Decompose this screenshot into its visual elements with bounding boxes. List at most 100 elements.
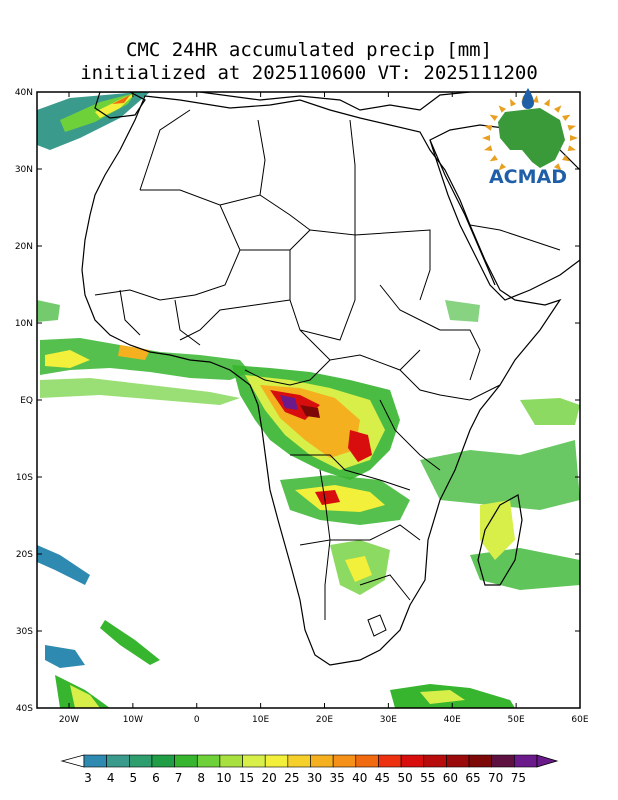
precip-area [445, 300, 480, 322]
lon-tick-label: 20E [316, 715, 333, 725]
colorbar-swatch [174, 754, 198, 768]
europe-coastline [199, 92, 471, 111]
colorbar-swatch [287, 754, 311, 768]
sun-ray [498, 163, 507, 171]
lon-tick-label: 20W [59, 715, 79, 725]
precip-area [112, 95, 130, 104]
country-borders [94, 109, 561, 637]
lat-tick-label: 20N [15, 242, 33, 252]
precip-area [345, 556, 372, 582]
colorbar-swatch [468, 754, 492, 768]
colorbar-label: 10 [216, 771, 231, 785]
precip-area [315, 490, 340, 505]
precip-area [420, 690, 465, 704]
lat-tick-label: 30S [16, 627, 33, 637]
lat-tick-label: 30N [15, 165, 33, 175]
colorbar-swatch [264, 754, 289, 768]
longitude-axis: 20W 10W 0 10E 20E 30E 40E 50E 60E [59, 92, 589, 725]
colorbar-label: 4 [107, 771, 115, 785]
colorbar-label: 3 [84, 771, 92, 785]
sun-ray [562, 114, 571, 122]
precip-area [348, 430, 372, 462]
colorbar-swatch [491, 754, 515, 768]
lat-tick-label: 10S [16, 473, 33, 483]
sun-ray [567, 145, 577, 152]
colorbar-label: 40 [352, 771, 367, 785]
sun-ray [562, 154, 571, 162]
sun-ray [483, 124, 493, 131]
colorbar-label: 45 [375, 771, 390, 785]
colorbar-swatch [355, 754, 379, 768]
precip-area [37, 300, 60, 322]
colorbar-label: 5 [129, 771, 137, 785]
precip-area [470, 548, 580, 590]
lat-tick-label: EQ [20, 396, 33, 406]
lat-tick-label: 40S [16, 704, 33, 714]
sun-ray [489, 154, 498, 162]
lat-tick-label: 20S [16, 550, 33, 560]
colorbar-label: 75 [511, 771, 526, 785]
colorbar-label: 15 [239, 771, 254, 785]
lon-tick-label: 10W [123, 715, 143, 725]
colorbar-swatch [446, 754, 470, 768]
map-title-line-1: CMC 24HR accumulated precip [mm] [125, 39, 493, 61]
lon-tick-label: 50E [508, 715, 525, 725]
precip-area [45, 645, 85, 668]
colorbar-label: 6 [152, 771, 160, 785]
sun-ray [553, 105, 562, 113]
colorbar-swatch [106, 754, 130, 768]
colorbar-label: 35 [330, 771, 345, 785]
colorbar-swatch [83, 754, 107, 768]
precip-area [37, 545, 90, 585]
iberia-coastline [94, 92, 146, 119]
lat-tick-label: 10N [15, 319, 33, 329]
sun-ray [510, 98, 517, 107]
lon-tick-label: 60E [571, 715, 588, 725]
lon-tick-label: 40E [444, 715, 461, 725]
sun-ray [498, 105, 507, 113]
colorbar-label: 65 [465, 771, 480, 785]
sun-ray [482, 135, 490, 141]
precip-area [70, 685, 100, 708]
colorbar-swatch [196, 754, 221, 768]
colorbar-label: 20 [262, 771, 277, 785]
colorbar-swatch [332, 754, 357, 768]
colorbar-under-triangle [60, 754, 85, 768]
colorbar-label: 7 [175, 771, 183, 785]
logo-text: ACMAD [489, 166, 567, 188]
red-sea-line [429, 139, 496, 286]
colorbar-swatch [400, 754, 425, 768]
colorbar-swatch [423, 754, 447, 768]
lon-tick-label: 0 [194, 715, 200, 725]
sun-ray [553, 163, 562, 171]
colorbar-swatch [219, 754, 243, 768]
lat-tick-label: 40N [15, 88, 33, 98]
precip-layer [37, 92, 580, 708]
sun-ray [532, 95, 539, 103]
sun-ray [489, 114, 498, 122]
map-title-line-2: initialized at 2025110600 VT: 2025111200 [80, 62, 538, 84]
sun-ray [543, 98, 550, 107]
colorbar-label: 30 [307, 771, 322, 785]
colorbar-over-triangle [536, 754, 559, 768]
precip-area [480, 500, 515, 560]
madagascar-coastline [477, 494, 523, 586]
precip-area [520, 398, 580, 425]
precip-area [45, 350, 90, 368]
colorbar-label: 55 [420, 771, 435, 785]
colorbar-label: 60 [443, 771, 458, 785]
colorbar-swatch [151, 754, 175, 768]
lon-tick-label: 30E [380, 715, 397, 725]
precip-area [100, 620, 160, 665]
colorbar-swatch [514, 754, 538, 768]
lon-tick-label: 10E [252, 715, 269, 725]
colorbar-swatch [378, 754, 402, 768]
africa-coastline [81, 95, 562, 666]
sun-ray [570, 135, 578, 141]
sun-ray [567, 124, 577, 131]
colorbar-swatch [242, 754, 266, 768]
colorbar-label: 8 [197, 771, 205, 785]
logo-africa-shape [498, 108, 565, 168]
